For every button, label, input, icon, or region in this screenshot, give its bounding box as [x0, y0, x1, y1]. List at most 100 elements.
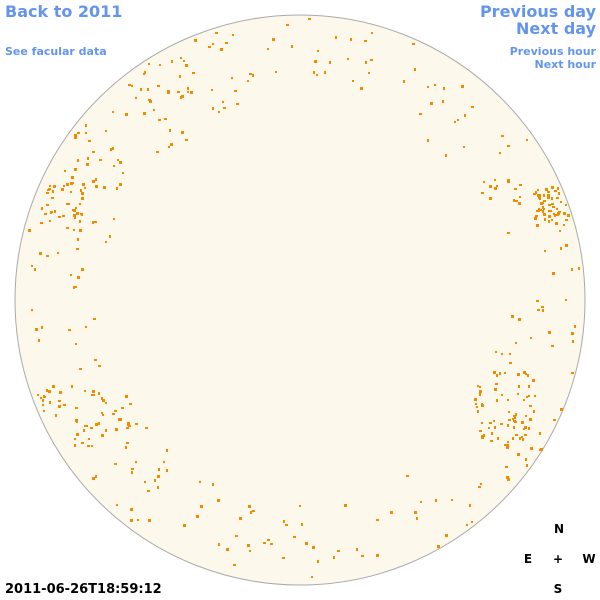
facula — [168, 146, 170, 148]
facula — [157, 85, 160, 87]
facula — [187, 87, 189, 90]
facula — [252, 74, 254, 77]
facula — [81, 192, 84, 195]
facula — [515, 434, 518, 436]
facula — [250, 511, 252, 514]
facula — [192, 72, 195, 74]
facula — [525, 415, 527, 417]
prev-day-link[interactable]: Previous day — [479, 2, 596, 21]
facula — [501, 394, 503, 396]
facula — [347, 58, 349, 60]
facula — [180, 96, 182, 99]
facula — [46, 255, 49, 257]
facula — [117, 159, 119, 161]
facula — [540, 209, 542, 211]
facula — [113, 165, 115, 167]
facular-link[interactable]: See facular data — [5, 45, 107, 58]
facula — [376, 554, 379, 557]
facula — [71, 385, 73, 388]
facula — [466, 524, 468, 526]
facula — [457, 119, 459, 121]
facula — [73, 229, 75, 231]
facula — [80, 213, 83, 215]
next-day-link[interactable]: Next day — [516, 19, 596, 38]
facula — [528, 395, 530, 397]
facula — [536, 210, 539, 212]
facula — [479, 393, 481, 396]
facula — [143, 112, 146, 115]
next-hour-link[interactable]: Next hour — [534, 58, 597, 71]
facula — [553, 213, 555, 215]
facula — [157, 475, 160, 478]
facula — [560, 247, 562, 250]
facula — [313, 71, 315, 74]
facula — [208, 46, 211, 48]
facula — [231, 77, 233, 79]
facula — [506, 446, 509, 449]
facula — [563, 224, 565, 226]
facula — [434, 84, 436, 86]
facula — [490, 185, 492, 188]
facula — [53, 185, 56, 188]
facula — [495, 383, 498, 385]
facula — [514, 188, 517, 190]
facula — [211, 89, 213, 91]
facula — [414, 511, 417, 514]
facula — [234, 90, 237, 92]
facula — [537, 189, 539, 191]
facula — [507, 478, 510, 481]
facula — [249, 73, 252, 75]
facula — [169, 129, 171, 132]
facula — [364, 40, 367, 42]
facula — [517, 393, 519, 395]
facula — [105, 130, 107, 132]
facula — [481, 192, 484, 194]
facula — [196, 515, 199, 518]
facula — [529, 405, 532, 407]
facula — [49, 220, 51, 222]
facula — [121, 407, 124, 409]
facula — [512, 437, 514, 440]
facula — [85, 132, 87, 134]
facula — [504, 372, 506, 374]
facula — [102, 414, 104, 416]
facula — [58, 400, 61, 402]
facula — [526, 139, 528, 141]
facula — [46, 389, 48, 392]
facula — [217, 499, 220, 502]
facula — [478, 486, 481, 488]
facula — [170, 143, 173, 146]
facula — [92, 180, 95, 183]
facula — [544, 218, 546, 221]
facula — [515, 342, 517, 344]
facula — [61, 188, 64, 191]
facula — [125, 113, 128, 116]
facula — [135, 97, 137, 99]
facula — [130, 519, 133, 522]
faculae — [28, 18, 580, 578]
facula — [144, 71, 146, 74]
facula — [247, 544, 250, 547]
facula — [54, 210, 56, 213]
facula — [126, 442, 129, 444]
facula — [518, 202, 521, 205]
facula — [232, 34, 234, 36]
facula — [51, 197, 54, 199]
facula — [508, 411, 510, 413]
facula — [312, 546, 315, 549]
facula — [48, 390, 51, 393]
facula — [554, 190, 557, 192]
facula — [565, 204, 567, 206]
facula — [58, 216, 61, 218]
facula — [495, 351, 497, 353]
facula — [148, 63, 150, 65]
facula — [560, 201, 562, 203]
facula — [548, 331, 551, 334]
facula — [513, 415, 516, 417]
facula — [578, 267, 580, 270]
back-link[interactable]: Back to 2011 — [5, 2, 123, 21]
facula — [551, 219, 553, 221]
facula — [507, 399, 509, 401]
facula — [187, 91, 189, 93]
prev-hour-link[interactable]: Previous hour — [509, 45, 596, 58]
